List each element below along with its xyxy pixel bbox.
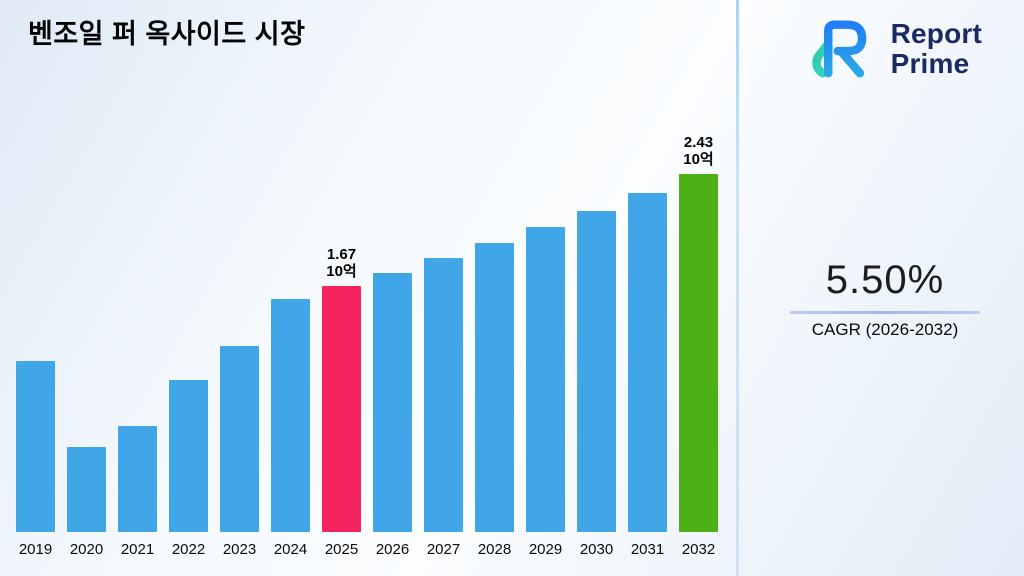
x-axis-label-2031: 2031: [630, 541, 665, 558]
x-axis-label-2025: 2025: [324, 541, 359, 558]
bar-column-2019: 2019: [16, 361, 55, 558]
bar-2025: [322, 286, 361, 532]
report-prime-logo: Report Prime: [805, 12, 982, 86]
bar-column-2028: 2028: [475, 243, 514, 558]
bar-2030: [577, 211, 616, 532]
cagr-label: CAGR (2026-2032): [811, 320, 959, 339]
bar-2024: [271, 299, 310, 532]
bar-column-2022: 2022: [169, 380, 208, 558]
bar-column-2020: 2020: [67, 447, 106, 558]
x-axis-label-2020: 2020: [69, 541, 104, 558]
bar-2023: [220, 346, 259, 532]
bar-column-2025: 1.67 10억 2025: [322, 247, 361, 558]
x-axis-label-2022: 2022: [171, 541, 206, 558]
x-axis-label-2027: 2027: [426, 541, 461, 558]
bar-2032: [679, 174, 718, 532]
bar-column-2032: 2.43 10억 2032: [679, 135, 718, 558]
bar-chart: 2019 2020 2021 2022 2023 2024 1.67 10억 2025 2026 2…: [16, 135, 718, 558]
bar-column-2023: 2023: [220, 346, 259, 558]
x-axis-label-2030: 2030: [579, 541, 614, 558]
report-prime-logo-text: Report Prime: [891, 19, 982, 78]
x-axis-label-2032: 2032: [681, 541, 716, 558]
bar-column-2027: 2027: [424, 258, 463, 558]
bar-column-2026: 2026: [373, 273, 412, 558]
cagr-underline: [790, 311, 980, 314]
bar-2029: [526, 227, 565, 532]
bar-column-2030: 2030: [577, 211, 616, 558]
bar-2020: [67, 447, 106, 532]
page-title: 벤조일 퍼 옥사이드 시장: [28, 19, 306, 49]
bar-value-label-2025: 1.67 10억: [326, 246, 357, 281]
bar-2021: [118, 426, 157, 532]
cagr-block: 5.50% CAGR (2026-2032): [790, 258, 980, 340]
cagr-value: 5.50%: [825, 258, 945, 302]
logo-text-line1: Report: [890, 18, 982, 50]
bar-2022: [169, 380, 208, 532]
x-axis-label-2021: 2021: [120, 541, 155, 558]
x-axis-label-2026: 2026: [375, 541, 410, 558]
bar-column-2021: 2021: [118, 426, 157, 558]
x-axis-label-2024: 2024: [273, 541, 308, 558]
x-axis-label-2019: 2019: [18, 541, 53, 558]
bar-column-2029: 2029: [526, 227, 565, 558]
bar-2027: [424, 258, 463, 532]
report-prime-logo-icon: [811, 20, 866, 78]
x-axis-label-2028: 2028: [477, 541, 512, 558]
x-axis-label-2023: 2023: [222, 541, 257, 558]
x-axis-label-2029: 2029: [528, 541, 563, 558]
bar-column-2031: 2031: [628, 193, 667, 558]
logo-text-line2: Prime: [890, 48, 970, 79]
bar-2019: [16, 361, 55, 532]
bar-column-2024: 2024: [271, 299, 310, 558]
bar-value-label-2032: 2.43 10억: [683, 134, 714, 169]
bar-2028: [475, 243, 514, 532]
vertical-divider: [736, 0, 739, 576]
bar-2026: [373, 273, 412, 532]
bar-2031: [628, 193, 667, 532]
